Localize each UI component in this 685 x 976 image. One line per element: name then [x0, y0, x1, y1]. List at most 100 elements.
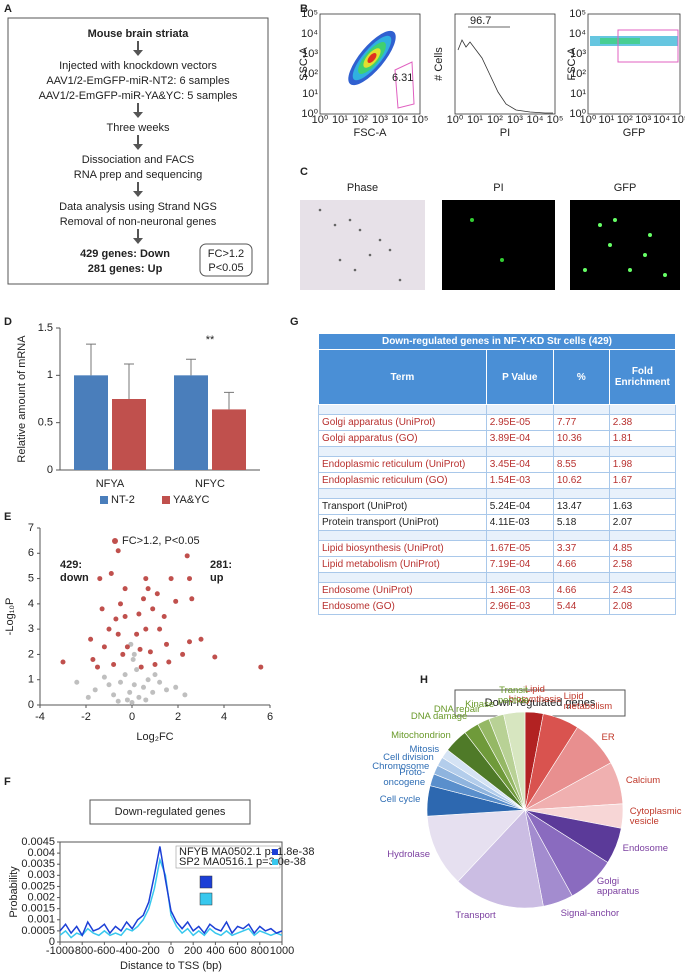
point — [154, 591, 160, 597]
flow-step: AAV1/2-EmGFP-miR-YA&YC: 5 samples — [39, 90, 238, 102]
point — [129, 699, 135, 705]
chart-title: Down-regulated genes — [115, 806, 226, 818]
point — [101, 644, 107, 650]
cyto-y-label: # Cells — [433, 47, 445, 81]
table-cell: 10.62 — [552, 472, 610, 489]
table-cell — [318, 488, 487, 499]
table-cell: 4.85 — [608, 540, 677, 557]
y-tick-label: 0.0035 — [21, 858, 55, 870]
table-cell: 1.54E-03 — [485, 472, 554, 489]
table-cell — [485, 530, 554, 541]
point — [157, 626, 163, 632]
table-cell — [485, 572, 554, 583]
table-row: Endoplasmic reticulum (UniProt) 3.45E-04 8… — [318, 456, 677, 473]
y-tick-label: 1 — [47, 369, 53, 381]
table-title: Down-regulated genes in NF-Y-KD Str cell… — [318, 333, 676, 350]
slice-label: Proto-oncogene — [383, 766, 426, 788]
point — [147, 649, 153, 655]
cell — [663, 273, 667, 277]
slice-label: Cell cycle — [379, 794, 421, 806]
point — [141, 596, 146, 602]
point — [137, 646, 143, 652]
cyto-y-tick: 10⁰ — [301, 108, 318, 120]
point — [134, 667, 140, 673]
x-tick-label: 200 — [184, 945, 202, 957]
point — [128, 641, 134, 647]
cell — [613, 218, 617, 222]
x-tick-label: 4 — [221, 711, 227, 723]
point — [122, 614, 128, 619]
table-cell: 1.36E-03 — [485, 582, 554, 599]
y-tick-label: 0 — [28, 699, 34, 711]
slice-label: Chromosome — [372, 760, 430, 772]
legend-label: YA&YC — [173, 494, 210, 506]
point — [141, 684, 146, 690]
point — [111, 692, 117, 698]
slice-label: Hydrolase — [387, 848, 430, 860]
table-row: Lipid biosynthesis (UniProt) 1.67E-05 3.37… — [318, 540, 677, 557]
cell — [598, 223, 602, 227]
slice-label: DNA repair — [433, 704, 481, 716]
cyto-x-tick: 10² — [487, 114, 503, 126]
table-gap — [318, 488, 677, 499]
slice-label: Transit peptide — [497, 684, 530, 706]
point — [152, 672, 158, 678]
slice-label: Lipid metabolism — [563, 691, 613, 713]
table-cell: 1.67 — [608, 472, 677, 489]
y-tick-label: 0.0045 — [21, 836, 55, 848]
point — [258, 664, 264, 670]
table-cell: Endosome (GO) — [318, 598, 487, 615]
enrichment-table: Down-regulated genes in NF-Y-KD Str cell… — [318, 333, 677, 615]
point — [97, 576, 103, 582]
error-bar — [186, 358, 196, 376]
point — [164, 641, 169, 647]
cyto-y-tick: 10² — [570, 68, 586, 80]
table-cell: Protein transport (UniProt) — [318, 514, 487, 531]
cell — [338, 258, 342, 262]
x-tick-label: 6 — [267, 711, 273, 723]
cyto-y-tick: 10³ — [302, 48, 318, 60]
table-cell — [485, 488, 554, 499]
point — [95, 664, 100, 670]
point — [150, 689, 156, 695]
cyto-y-tick: 10¹ — [570, 88, 586, 100]
table-cell: 2.96E-03 — [485, 598, 554, 615]
cyto-x-tick: 10⁰ — [447, 114, 464, 126]
cyto-y-label: SSC-A — [298, 47, 310, 81]
y-tick-label: 0.0015 — [21, 903, 55, 915]
cyto-x-tick: 10⁰ — [580, 114, 597, 126]
table-cell: 5.24E-04 — [485, 498, 554, 515]
table-cell — [552, 446, 610, 457]
slice-label: Signal-anchor — [560, 907, 620, 919]
cyto-x-tick: 10⁰ — [312, 114, 329, 126]
point — [143, 626, 149, 632]
table-cell — [608, 530, 677, 541]
y-tick-label: 0 — [49, 936, 55, 948]
point — [122, 672, 128, 678]
table-gap — [318, 530, 677, 541]
cyto-y-tick: 10⁵ — [569, 8, 586, 20]
x-tick-label: 0 — [129, 711, 135, 723]
point — [118, 679, 123, 685]
table-cell: Golgi apparatus (UniProt) — [318, 414, 487, 431]
micrograph — [442, 200, 555, 290]
table-cell — [608, 404, 677, 415]
x-label: Log₂FC — [136, 731, 173, 743]
x-tick-label: -400 — [116, 945, 138, 957]
point — [168, 576, 174, 582]
cyto-x-tick: 10³ — [507, 114, 523, 126]
cell — [348, 218, 352, 222]
y-label: Probability — [8, 866, 20, 918]
point — [118, 601, 123, 607]
arrow-head — [133, 112, 143, 118]
annotation: 429: — [60, 559, 82, 571]
table-cell — [485, 446, 554, 457]
table-row: Transport (UniProt) 5.24E-04 13.47 1.63 — [318, 498, 677, 515]
table-cell: 5.18 — [552, 514, 610, 531]
point — [74, 679, 80, 685]
cyto-y-tick: 10⁰ — [569, 108, 586, 120]
y-tick-label: 0.0005 — [21, 925, 55, 937]
image-title: PI — [493, 182, 503, 194]
point — [108, 571, 114, 577]
micrograph — [300, 200, 425, 290]
